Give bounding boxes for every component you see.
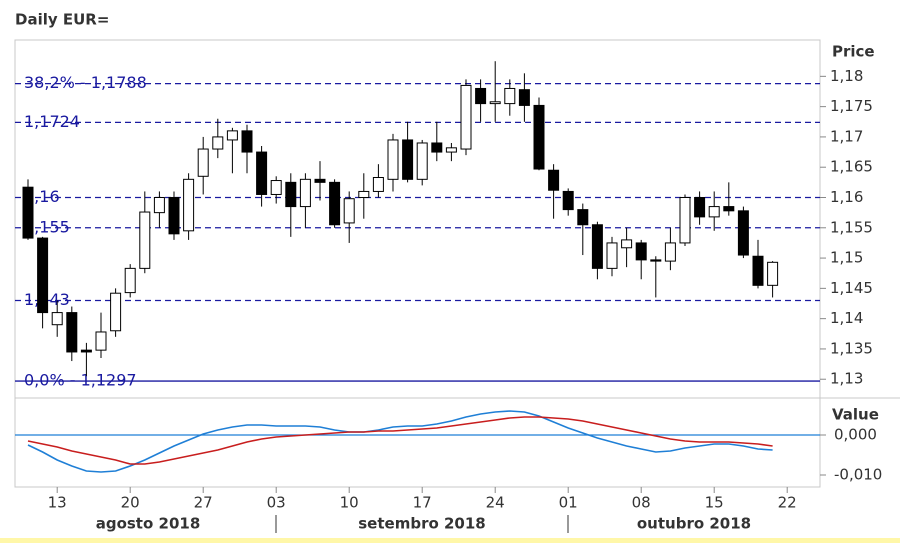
candle-body [285,181,297,208]
y-tick-label: 1,155 [830,218,873,236]
candle-body [241,130,253,153]
candle-body [694,196,706,218]
candle-body [635,242,647,261]
x-tick-label: 17 [413,494,432,512]
candle-body [621,239,633,249]
candle-body [212,136,224,150]
month-label: outubro 2018 [637,515,751,533]
candle-body [329,181,341,226]
level-label: 1,1724 [24,112,80,131]
y-tick-label: -0,010 [834,466,882,484]
x-tick-label: 24 [486,494,505,512]
candle-body [767,261,779,286]
x-tick-label: 08 [632,494,651,512]
y-tick-label: 1,13 [830,370,863,388]
candle-body [299,178,311,208]
y2-axis-title: Value [832,406,879,424]
candle-body [80,349,92,353]
candle-body [358,190,370,198]
candle-body [431,142,443,153]
y-tick-label: 1,165 [830,158,873,176]
x-tick-label: 03 [267,494,286,512]
candle-body [402,139,414,180]
candle-body [37,237,49,314]
x-tick-label: 10 [340,494,359,512]
candle-body [664,242,676,262]
y-tick-label: 1,145 [830,279,873,297]
candle-body [256,151,268,195]
candle-body [723,206,735,212]
x-tick-label: 13 [48,494,67,512]
chart-title: Daily EUR= [15,11,109,29]
candle-body [22,186,34,239]
x-tick-label: 15 [705,494,724,512]
indicator-line [27,416,773,465]
plot-frame [14,39,821,488]
candle-body [679,196,691,244]
y-tick-label: 1,18 [830,67,863,85]
candle-body [95,331,107,351]
candle-body [168,196,180,235]
candle-body [153,196,165,214]
candle-body [606,242,618,269]
candle-body [708,206,720,218]
candle-body [416,142,428,180]
x-tick-label: 01 [559,494,578,512]
candle-body [226,130,238,141]
y-tick-label: 1,16 [830,188,863,206]
candle-body [66,312,78,353]
y-axis-title: Price [832,43,875,61]
level-label: 0,0% - 1,1297 [24,371,137,390]
candle-body [650,259,662,262]
candle-body [460,84,472,150]
x-tick-label: 20 [121,494,140,512]
month-label: agosto 2018 [96,515,201,533]
candle-body [518,89,530,106]
candle-body [387,139,399,180]
candle-body [489,101,501,105]
level-label: 1,155 [24,217,70,236]
x-tick-label: 22 [778,494,797,512]
candle-body [124,267,136,294]
y-tick-label: 1,15 [830,249,863,267]
candle-body [504,87,516,105]
bottom-strip [0,538,900,543]
candle-body [475,87,487,105]
candle-body [737,210,749,256]
y-tick-label: 1,175 [830,97,873,115]
candle-body [591,224,603,269]
y-tick-label: 1,14 [830,309,863,327]
candle-body [533,104,545,170]
candle-body [562,190,574,211]
candle-body [314,178,326,183]
candle-body [577,209,589,226]
y-tick-label: 1,135 [830,339,873,357]
y-tick-label: 0,000 [834,426,877,444]
candle-body [752,255,764,286]
month-label: setembro 2018 [358,515,486,533]
x-tick-label: 27 [194,494,213,512]
y-tick-label: 1,17 [830,127,863,145]
candle-body [270,180,282,195]
candle-body [110,292,122,332]
candle-body [548,169,560,191]
candle-body [197,148,209,177]
candle-body [445,147,457,153]
level-label: 38,2% - 1,1788 [24,73,147,92]
candle-body [51,312,63,326]
candle-body [139,211,151,269]
candle-body [343,198,355,224]
candle-body [372,177,384,192]
candle-body [183,178,195,232]
indicator-line [27,410,773,473]
